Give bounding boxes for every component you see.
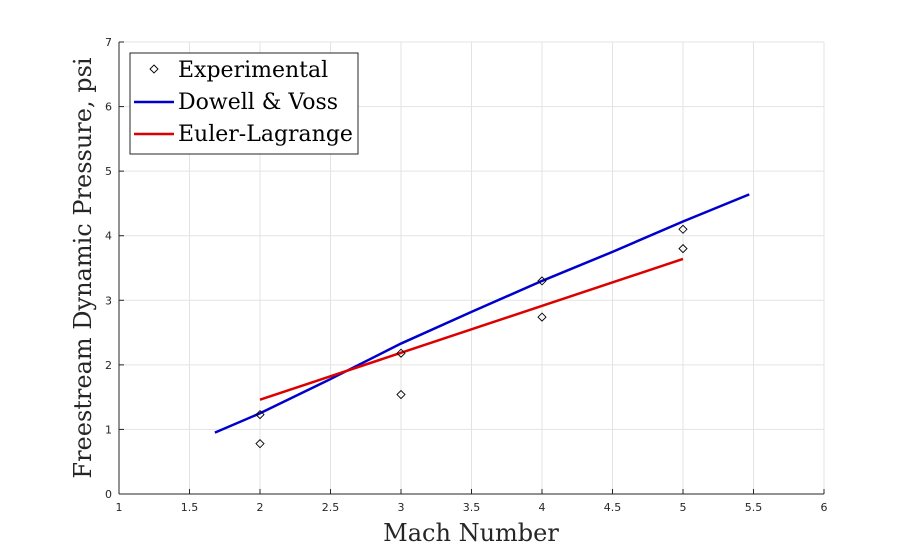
x-tick-label: 3.5 xyxy=(463,501,481,514)
data-point-marker xyxy=(537,276,547,286)
legend-marker-swatch xyxy=(149,64,159,74)
data-point-marker xyxy=(255,438,265,449)
series-line-dowell-voss xyxy=(214,193,750,434)
series-markers xyxy=(255,224,688,449)
x-tick-label: 2.5 xyxy=(322,501,340,514)
y-tick-label: 7 xyxy=(105,36,112,49)
legend-box xyxy=(129,52,359,155)
x-tick-label: 5 xyxy=(680,501,687,514)
x-tick-label: 2 xyxy=(257,501,264,514)
legend-label: Dowell & Voss xyxy=(178,90,338,115)
x-tick-label: 5.5 xyxy=(745,501,763,514)
data-point-marker xyxy=(396,348,406,358)
data-point-marker xyxy=(537,312,547,322)
y-tick-label: 3 xyxy=(105,294,112,307)
y-tick-label: 0 xyxy=(105,488,112,501)
legend-label: Euler-Lagrange xyxy=(178,122,353,147)
y-tick-label: 5 xyxy=(105,165,112,178)
x-ticks: 1 1.5 2 2.5 3 3.5 4 4.5 5 5.5 6 xyxy=(116,489,828,514)
series-line-euler-lagrange xyxy=(259,257,684,401)
x-tick-label: 4 xyxy=(539,501,546,514)
y-axis-label: Freestream Dynamic Pressure, psi xyxy=(69,57,97,478)
x-tick-label: 3 xyxy=(398,501,405,514)
series-lines xyxy=(214,193,750,434)
y-tick-label: 6 xyxy=(105,101,112,114)
data-point-marker xyxy=(396,389,406,400)
legend: Experimental Dowell & Voss Euler-Lagrange xyxy=(129,52,359,155)
y-tick-label: 2 xyxy=(105,359,112,372)
data-point-marker xyxy=(678,243,688,254)
x-tick-label: 4.5 xyxy=(604,501,622,514)
data-point-marker xyxy=(255,409,265,420)
x-tick-label: 1 xyxy=(116,501,123,514)
y-tick-label: 4 xyxy=(105,230,112,243)
legend-label: Experimental xyxy=(178,58,328,83)
x-axis-label: Mach Number xyxy=(383,519,559,547)
x-tick-label: 1.5 xyxy=(181,501,199,514)
y-ticks: 0 1 2 3 4 5 6 7 xyxy=(105,36,124,501)
y-tick-label: 1 xyxy=(105,423,112,436)
x-tick-label: 6 xyxy=(821,501,828,514)
legend-items: Experimental Dowell & Voss Euler-Lagrange xyxy=(134,58,353,147)
data-point-marker xyxy=(678,224,688,234)
